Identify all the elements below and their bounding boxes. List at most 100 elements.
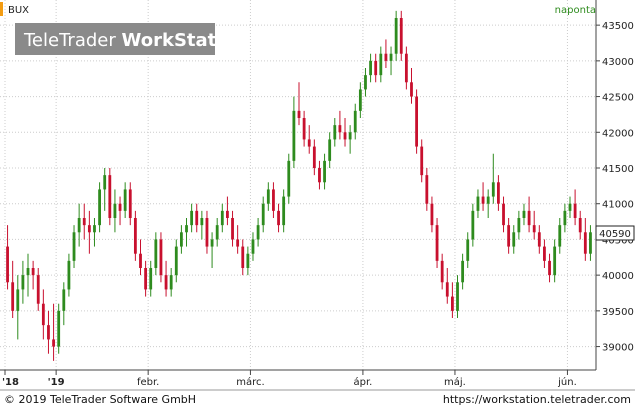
candle-body <box>210 239 214 247</box>
candle-body <box>318 168 321 183</box>
candle <box>328 132 332 168</box>
candle-body <box>236 239 240 247</box>
candle-body <box>543 246 546 261</box>
last-value-badge: 40590 <box>595 225 635 241</box>
candle <box>358 82 362 118</box>
candle-body <box>389 53 393 61</box>
interval-label[interactable]: naponta <box>555 5 596 16</box>
candle <box>31 260 35 290</box>
candle <box>318 160 321 190</box>
candle <box>77 203 81 247</box>
candle-body <box>502 203 505 226</box>
candle <box>502 196 505 233</box>
candle <box>589 225 592 261</box>
candle <box>179 225 183 254</box>
candle-body <box>374 60 378 76</box>
footer-url[interactable]: https://workstation.teletrader.com <box>443 393 631 406</box>
candle <box>440 253 444 290</box>
candle <box>491 153 495 204</box>
candle <box>205 210 209 254</box>
candle-body <box>476 196 480 211</box>
candle <box>558 218 562 254</box>
candle-body <box>87 225 91 233</box>
candle <box>133 210 137 261</box>
candle-body <box>220 210 224 226</box>
x-tick-label: ápr. <box>353 376 372 388</box>
candle-body <box>11 282 15 311</box>
candle <box>456 275 459 318</box>
candle-body <box>47 325 50 340</box>
candle <box>67 253 71 297</box>
candle-body <box>323 160 326 183</box>
candle-body <box>266 189 270 204</box>
chart-background <box>0 0 635 390</box>
candle-body <box>282 196 286 226</box>
candle <box>169 268 173 297</box>
candle-body <box>149 268 153 290</box>
candle-body <box>410 82 413 97</box>
candle <box>57 303 61 354</box>
candle-body <box>348 132 352 140</box>
candle <box>251 232 255 261</box>
candle <box>573 189 577 226</box>
candle <box>394 10 398 61</box>
candle-body <box>461 260 465 283</box>
symbol-label: BUX <box>8 5 29 16</box>
candle <box>578 210 582 240</box>
candle-body <box>481 196 485 204</box>
candle-body <box>261 203 265 226</box>
candle <box>6 225 9 290</box>
candle-body <box>471 210 475 240</box>
y-tick-label: 42000 <box>602 128 634 139</box>
candle <box>512 225 516 254</box>
candle-body <box>491 182 495 197</box>
candle-body <box>215 225 219 240</box>
candle <box>215 218 219 247</box>
candle <box>312 139 316 176</box>
y-tick-label: 43000 <box>602 57 634 68</box>
candle <box>353 103 357 140</box>
candle <box>404 46 408 90</box>
candle <box>302 110 306 147</box>
candle <box>537 225 541 254</box>
candle <box>292 96 296 168</box>
candle <box>425 168 429 211</box>
candle <box>200 210 204 240</box>
x-tick-label: '19 <box>48 377 65 388</box>
candle <box>471 203 475 247</box>
candle <box>522 203 526 226</box>
candle-body <box>333 125 337 140</box>
candle-body <box>379 53 383 76</box>
candle-body <box>307 139 311 147</box>
candle-body <box>98 189 101 226</box>
candle <box>128 182 132 226</box>
candle-body <box>568 203 572 211</box>
candle <box>435 218 439 268</box>
candle-body <box>394 18 398 54</box>
candle-body <box>297 110 301 118</box>
candle-body <box>563 210 567 226</box>
candle-body <box>52 339 55 347</box>
candle-body <box>246 253 250 268</box>
last-value-text: 40590 <box>599 229 631 240</box>
candle-body <box>517 218 521 233</box>
candle-body <box>256 225 260 240</box>
candle-body <box>450 296 454 311</box>
candle-body <box>384 53 388 61</box>
candle <box>307 125 311 154</box>
copyright-text: © 2019 TeleTrader Software GmbH <box>4 393 196 406</box>
candle <box>256 218 260 247</box>
y-tick-label: 42500 <box>602 93 634 104</box>
candle <box>21 260 25 304</box>
candle-body <box>77 218 81 233</box>
candle-body <box>123 189 127 211</box>
candle-body <box>466 239 470 261</box>
candle <box>287 153 291 204</box>
candle-body <box>164 275 168 290</box>
candle <box>52 303 55 361</box>
candle <box>445 268 449 304</box>
candle <box>384 39 388 68</box>
y-tick-label: 39000 <box>602 343 634 354</box>
